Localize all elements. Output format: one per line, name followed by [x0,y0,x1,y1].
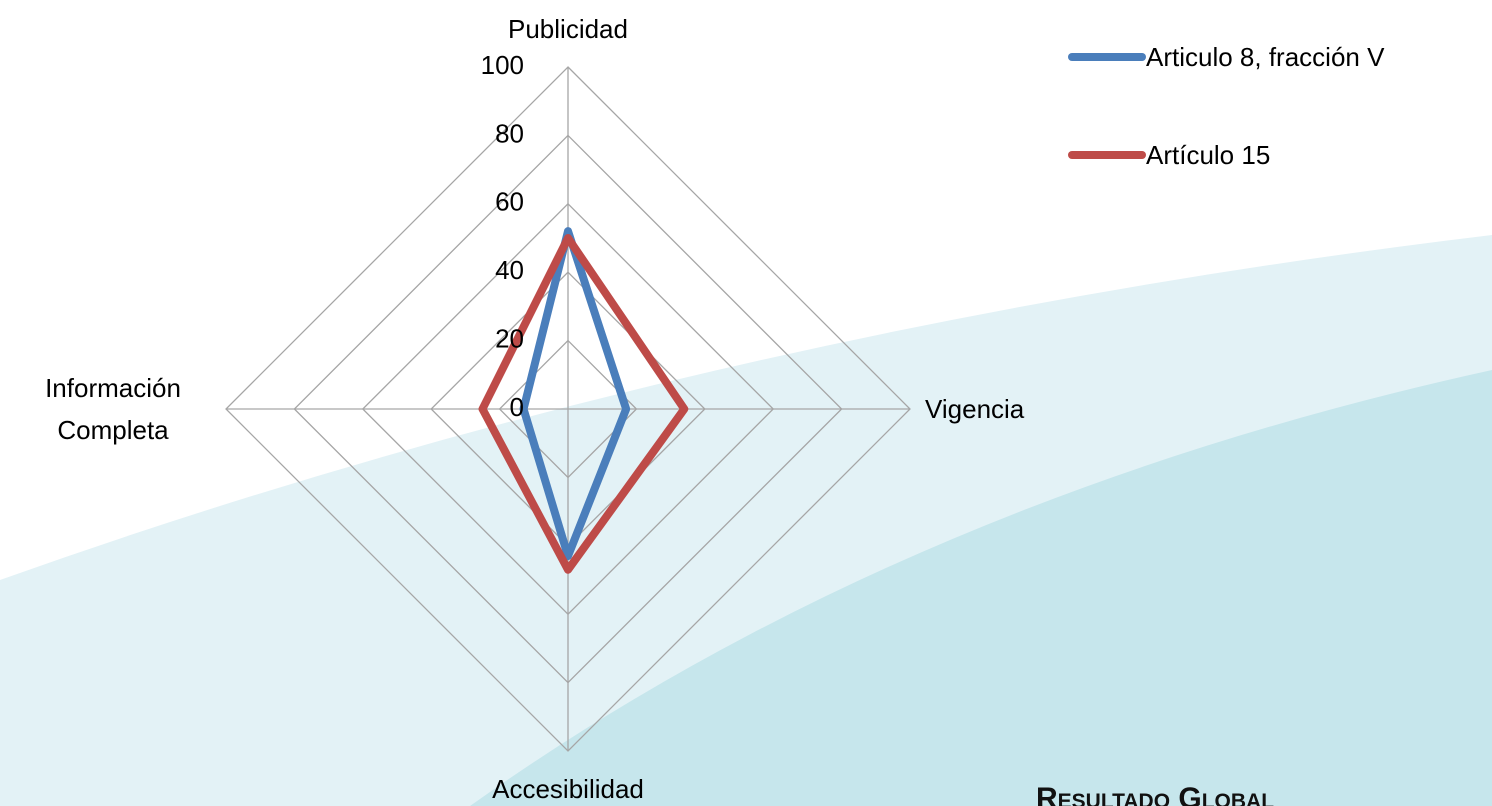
tick-label: 20 [495,323,524,353]
background-wave [470,370,1492,806]
category-label: Información Completa [45,373,181,445]
category-label: Accesibilidad [492,774,644,804]
legend-label: Articulo 8, fracción V [1146,42,1385,72]
legend-label: Artículo 15 [1146,140,1270,170]
tick-label: 40 [495,255,524,285]
tick-label: 80 [495,118,524,148]
slide-heading: Resultado Global [1036,782,1275,806]
tick-label: 100 [481,50,524,80]
series-line [478,234,689,574]
tick-label: 60 [495,187,524,217]
category-label: Vigencia [925,394,1025,424]
series-line [519,227,631,561]
category-label: Publicidad [508,14,628,44]
tick-label: 0 [510,392,524,422]
